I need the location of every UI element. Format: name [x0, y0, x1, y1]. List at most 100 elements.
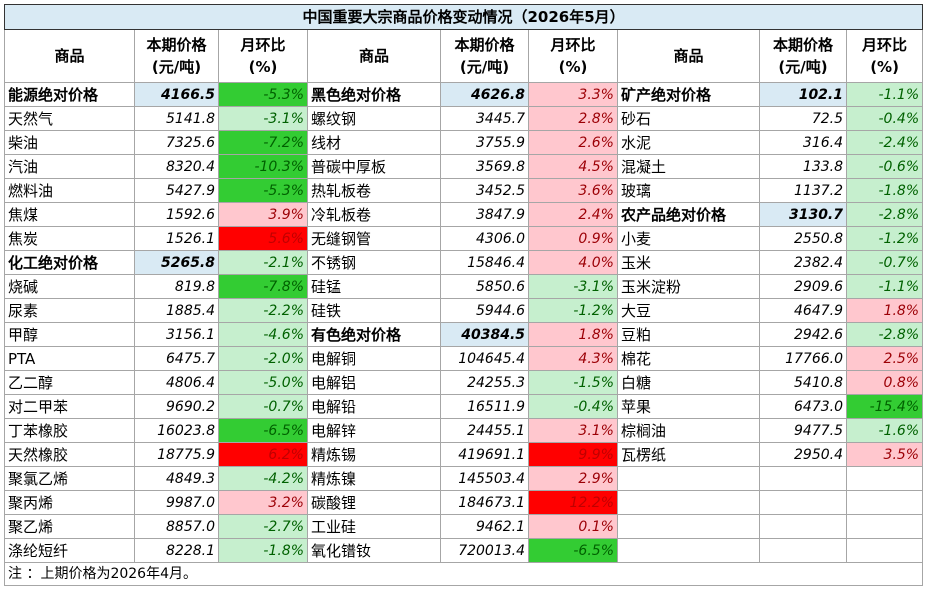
empty-cell: [759, 538, 847, 563]
commodity-name-cell: 碳酸锂: [307, 490, 441, 515]
commodity-name-cell: 聚氯乙烯: [4, 466, 135, 491]
table-row: 天然气 5141.8 -3.1% 螺纹钢 3445.7 2.8% 砂石 72.5 -0.4%: [4, 106, 924, 131]
commodity-name-cell: 电解铜: [307, 346, 441, 371]
price-cell: 5944.6: [440, 298, 529, 323]
change-cell: 1.8%: [528, 322, 618, 347]
change-cell: -0.4%: [845, 106, 924, 131]
change-cell: -5.3%: [218, 178, 308, 203]
empty-cell: [759, 490, 847, 515]
price-cell: 15846.4: [440, 250, 529, 275]
change-cell: -2.2%: [218, 298, 308, 323]
price-cell: 3569.8: [440, 154, 529, 179]
commodity-name-cell: 水泥: [617, 130, 760, 155]
header-name-1: 商品: [4, 29, 135, 83]
change-cell: -2.1%: [218, 250, 308, 275]
table-row: 聚氯乙烯 4849.3 -4.2% 精炼镍 145503.4 2.9%: [4, 466, 924, 491]
price-cell: 3755.9: [440, 130, 529, 155]
table-row: 焦炭 1526.1 5.6% 无缝钢管 4306.0 0.9% 小麦 2550.8 -1.2%: [4, 226, 924, 251]
table-row: 烧碱 819.8 -7.8% 硅锰 5850.6 -3.1% 玉米淀粉 2909.6 -1.1%: [4, 274, 924, 299]
table-row: 乙二醇 4806.4 -5.0% 电解铝 24255.3 -1.5% 白糖 5410.8 0.8…: [4, 370, 924, 395]
price-cell: 72.5: [759, 106, 847, 131]
change-cell: 3.3%: [528, 82, 618, 107]
table-row: 燃料油 5427.9 -5.3% 热轧板卷 3452.5 3.6% 玻璃 1137.2 -1.8…: [4, 178, 924, 203]
commodity-name-cell: 瓦楞纸: [617, 442, 760, 467]
change-cell: 2.5%: [845, 346, 924, 371]
group-price-cell: 102.1: [759, 82, 847, 107]
change-cell: 3.2%: [218, 490, 308, 515]
header-price-3: 本期价格 (元/吨): [759, 29, 847, 83]
change-cell: -4.2%: [218, 466, 308, 491]
empty-cell: [845, 538, 924, 563]
price-cell: 104645.4: [440, 346, 529, 371]
change-cell: 1.8%: [845, 298, 924, 323]
price-cell: 1137.2: [759, 178, 847, 203]
commodity-name-cell: 螺纹钢: [307, 106, 441, 131]
empty-cell: [617, 490, 760, 515]
commodity-name-cell: 玉米: [617, 250, 760, 275]
change-cell: -0.7%: [218, 394, 308, 419]
change-cell: 6.2%: [218, 442, 308, 467]
change-cell: 4.5%: [528, 154, 618, 179]
commodity-name-cell: 乙二醇: [4, 370, 135, 395]
price-table: 中国重要大宗商品价格变动情况（2026年5月） 商品 本期价格 (元/吨) 月环比…: [3, 4, 924, 586]
change-cell: -1.6%: [845, 418, 924, 443]
price-cell: 24255.3: [440, 370, 529, 395]
commodity-name-cell: 玻璃: [617, 178, 760, 203]
empty-cell: [759, 466, 847, 491]
change-cell: 3.9%: [218, 202, 308, 227]
change-cell: -1.2%: [528, 298, 618, 323]
table-row: 聚丙烯 9987.0 3.2% 碳酸锂 184673.1 12.2%: [4, 490, 924, 515]
change-cell: -1.5%: [528, 370, 618, 395]
table-row: 焦煤 1592.6 3.9% 冷轧板卷 3847.9 2.4% 农产品绝对价格 3130.7-…: [4, 202, 924, 227]
commodity-name-cell: 甲醇: [4, 322, 135, 347]
commodity-name-cell: 丁苯橡胶: [4, 418, 135, 443]
change-cell: 3.5%: [845, 442, 924, 467]
change-cell: -2.8%: [845, 202, 924, 227]
commodity-name-cell: 天然气: [4, 106, 135, 131]
commodity-name-cell: 涤纶短纤: [4, 538, 135, 563]
price-cell: 4306.0: [440, 226, 529, 251]
table-row: 汽油 8320.4 -10.3% 普碳中厚板 3569.8 4.5% 混凝土 133.8 -0.…: [4, 154, 924, 179]
change-cell: -6.5%: [528, 538, 618, 563]
header-price-2: 本期价格 (元/吨): [440, 29, 529, 83]
table-row: 化工绝对价格 5265.8 -2.1% 不锈钢 15846.4 4.0% 玉米 2382.4-…: [4, 250, 924, 275]
header-price-1: 本期价格 (元/吨): [134, 29, 219, 83]
change-cell: -2.7%: [218, 514, 308, 539]
table-row: 柴油 7325.6 -7.2% 线材 3755.9 2.6% 水泥 316.4 -2.4%: [4, 130, 924, 155]
change-cell: -15.4%: [845, 394, 924, 419]
price-cell: 5850.6: [440, 274, 529, 299]
empty-cell: [617, 514, 760, 539]
change-cell: -5.0%: [218, 370, 308, 395]
change-cell: -3.1%: [528, 274, 618, 299]
change-cell: 3.6%: [528, 178, 618, 203]
change-cell: 3.1%: [528, 418, 618, 443]
price-cell: 7325.6: [134, 130, 219, 155]
empty-cell: [845, 490, 924, 515]
empty-cell: [617, 538, 760, 563]
header-row: 商品 本期价格 (元/吨) 月环比 (%) 商品 本期价格 (元/吨) 月环比 (%) …: [4, 29, 924, 83]
change-cell: -7.8%: [218, 274, 308, 299]
group-name-cell: 农产品绝对价格: [617, 202, 760, 227]
price-cell: 24455.1: [440, 418, 529, 443]
commodity-name-cell: 棕榈油: [617, 418, 760, 443]
price-cell: 1526.1: [134, 226, 219, 251]
table-title: 中国重要大宗商品价格变动情况（2026年5月）: [3, 4, 924, 30]
price-cell: 1885.4: [134, 298, 219, 323]
price-cell: 4647.9: [759, 298, 847, 323]
commodity-name-cell: 普碳中厚板: [307, 154, 441, 179]
commodity-name-cell: 苹果: [617, 394, 760, 419]
change-cell: -1.8%: [218, 538, 308, 563]
price-cell: 316.4: [759, 130, 847, 155]
commodity-name-cell: 对二甲苯: [4, 394, 135, 419]
table-row: 对二甲苯 9690.2 -0.7% 电解铅 16511.9 -0.4% 苹果 6473.0 -1…: [4, 394, 924, 419]
commodity-name-cell: 硅铁: [307, 298, 441, 323]
change-cell: -3.1%: [218, 106, 308, 131]
price-cell: 4806.4: [134, 370, 219, 395]
change-cell: -1.1%: [845, 274, 924, 299]
price-cell: 2942.6: [759, 322, 847, 347]
price-cell: 9462.1: [440, 514, 529, 539]
price-cell: 4849.3: [134, 466, 219, 491]
price-cell: 2550.8: [759, 226, 847, 251]
group-name-cell: 矿产绝对价格: [617, 82, 760, 107]
commodity-name-cell: 砂石: [617, 106, 760, 131]
